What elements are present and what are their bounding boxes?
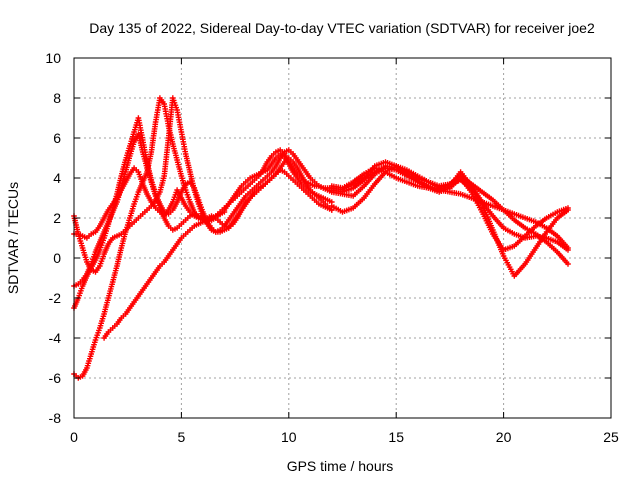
x-tick-label: 0 <box>70 429 78 445</box>
y-tick-label: 0 <box>53 250 61 266</box>
data-point <box>565 261 571 267</box>
chart-title: Day 135 of 2022, Sidereal Day-to-day VTE… <box>89 20 595 36</box>
data-marks <box>71 95 571 381</box>
y-tick-label: 2 <box>53 210 61 226</box>
y-tick-label: 8 <box>53 90 61 106</box>
x-tick-label: 20 <box>496 429 512 445</box>
series-pass-f <box>101 209 228 341</box>
plot-frame <box>73 57 612 419</box>
x-tick-label: 5 <box>178 429 186 445</box>
y-tick-label: 4 <box>53 170 61 186</box>
x-axis-label: GPS time / hours <box>287 458 394 474</box>
y-tick-label: -6 <box>49 370 62 386</box>
y-tick-label: -2 <box>49 290 62 306</box>
series-pass-d <box>71 95 335 275</box>
y-axis-label: SDTVAR / TECUs <box>5 182 21 294</box>
y-tick-label: -4 <box>49 330 62 346</box>
x-tick-label: 15 <box>388 429 404 445</box>
series-pass-k <box>329 163 571 279</box>
series-pass-e <box>71 131 335 289</box>
y-tick-label: -8 <box>49 410 62 426</box>
data-point <box>565 207 571 213</box>
axes: 0 5 10 15 20 25 -8 -6 -4 -2 0 2 4 6 8 10 <box>45 50 619 445</box>
series-pass-c <box>71 95 335 381</box>
data-point <box>221 209 228 215</box>
x-tick-label: 10 <box>281 429 297 445</box>
y-tick-label: 6 <box>53 130 61 146</box>
data-point <box>565 247 571 253</box>
y-tick-label: 10 <box>45 50 61 66</box>
x-tick-label: 25 <box>603 429 619 445</box>
